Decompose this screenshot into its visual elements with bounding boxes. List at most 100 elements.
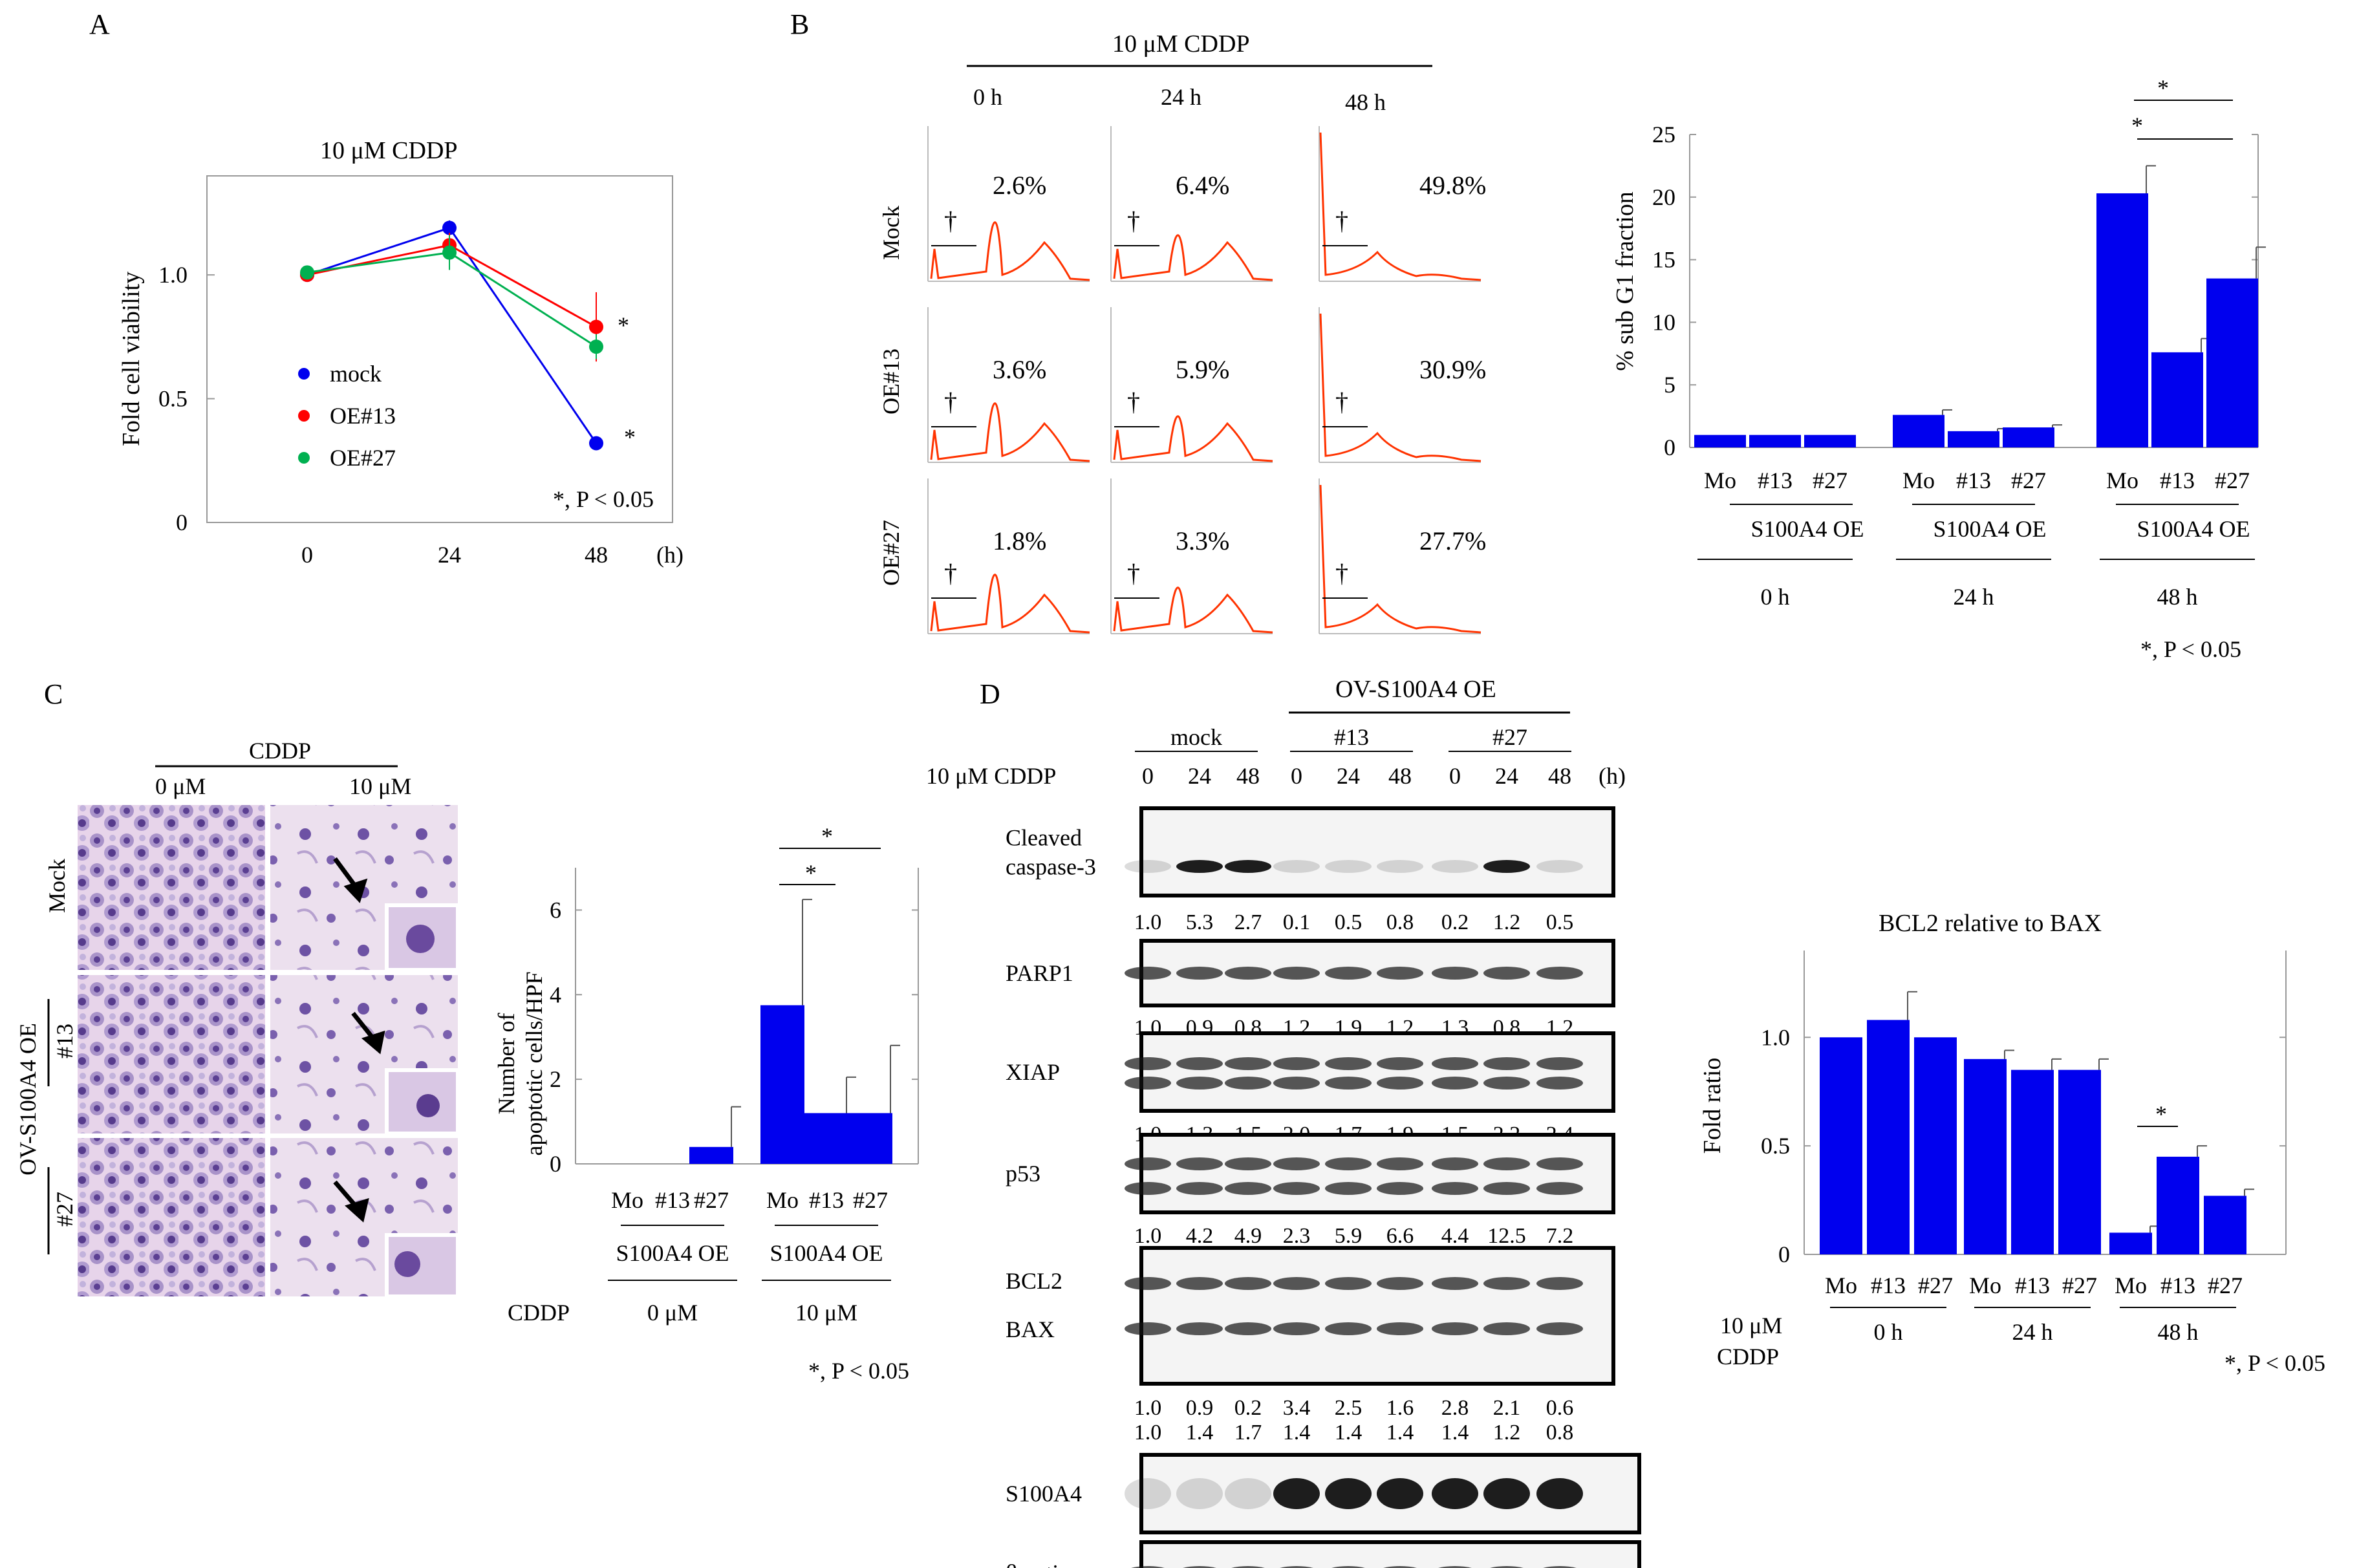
panel-a-yticks: 0 0.5 1.0	[158, 262, 215, 535]
panel-d-bar-ylabel: Fold ratio	[1699, 1058, 1726, 1154]
densitometry-value: 0.5	[1546, 910, 1574, 934]
blot-band	[1325, 1277, 1372, 1290]
blot-band	[1483, 1322, 1530, 1335]
bar	[1867, 1020, 1910, 1254]
blot-band	[1325, 1157, 1372, 1170]
x-category-label: Mo	[2106, 467, 2138, 493]
panel-d-sig-star: *	[2155, 1101, 2167, 1127]
densitometry-value: 4.9	[1234, 1224, 1262, 1248]
blot-band	[1273, 1478, 1320, 1509]
blot-frame	[1139, 806, 1615, 897]
blot-band	[1225, 1157, 1271, 1170]
subg1-percent: 27.7%	[1419, 526, 1486, 555]
panel-c-micrographs	[78, 805, 460, 1298]
blot-band	[1377, 967, 1423, 980]
panel-b-row-oe13: OE#13	[878, 349, 904, 414]
panel-d-bar-xlabels: Mo #13 #27 Mo #13 #27 Mo #13 #27	[1825, 1273, 2243, 1298]
lane-time: 24	[1495, 763, 1518, 789]
histogram-trace	[930, 221, 1090, 281]
legend-label: OE#27	[330, 445, 396, 471]
y-tick-label: 0	[1778, 1241, 1790, 1267]
subg1-percent: 2.6%	[993, 171, 1046, 200]
panel-a-xunit: (h)	[656, 542, 684, 568]
panel-d: D OV-S100A4 OE mock #13 #27 10 μM CDDP 0 24…	[926, 676, 2325, 1568]
blot-band	[1225, 1077, 1271, 1090]
bar	[2058, 1069, 2101, 1254]
arrow-icon	[351, 1011, 385, 1055]
histogram-trace	[1319, 484, 1481, 634]
panel-c-dose-0: 0 μM	[155, 773, 206, 799]
panel-c-bar-yticks: 0 2 4 6	[550, 897, 918, 1177]
blot-frame	[1139, 1540, 1641, 1568]
blot-band	[1273, 860, 1320, 873]
densitometry-value: 0.5	[1335, 910, 1363, 934]
group-time: 48 h	[2157, 584, 2198, 610]
blot-band	[1225, 967, 1271, 980]
panel-d-groups: mock #13 #27	[1135, 724, 1571, 752]
bar	[1948, 431, 1999, 447]
blot-band	[1432, 1478, 1478, 1509]
panel-d-bar-groups: 0 h 24 h 48 h	[1830, 1307, 2236, 1345]
legend-label: mock	[330, 361, 382, 387]
blot-band	[1125, 860, 1171, 873]
densitometry-value: 7.2	[1546, 1224, 1574, 1248]
blot-band	[1273, 1277, 1320, 1290]
bar	[1820, 1037, 1862, 1254]
panel-b-bar-yticks: 0 5 10 15 20 25	[1652, 122, 2258, 460]
densitometry-value: 2.8	[1441, 1396, 1469, 1420]
x-category-label: #27	[1813, 467, 1847, 493]
x-category-label: Mo	[766, 1187, 799, 1213]
x-tick-label: 24	[438, 542, 461, 568]
histogram-trace	[1319, 132, 1481, 281]
panel-c-bar-xlabels: Mo #13 #27 Mo #13 #27	[611, 1187, 888, 1213]
panel-c-row-oe: OV-S100A4 OE	[15, 1023, 41, 1176]
group-label: S100A4 OE	[2137, 516, 2250, 542]
bar	[2003, 427, 2054, 447]
panel-c-significance: *, P < 0.05	[808, 1358, 909, 1384]
x-category-label: #27	[853, 1187, 888, 1213]
blot-band	[1325, 967, 1372, 980]
blot-band	[1225, 860, 1271, 873]
panel-b-time-48: 48 h	[1345, 89, 1386, 115]
y-tick-label: 0	[550, 1151, 561, 1177]
blot-band	[1273, 1157, 1320, 1170]
blot-band	[1483, 1077, 1530, 1090]
densitometry-value: 1.2	[1493, 910, 1521, 934]
group-label: S100A4 OE	[616, 1240, 729, 1266]
blot-band	[1225, 1478, 1271, 1509]
densitometry-value: 0.8	[1386, 910, 1414, 934]
panel-d-bars	[1820, 991, 2254, 1254]
densitometry-value: 1.4	[1283, 1421, 1311, 1444]
data-point	[589, 436, 603, 451]
panel-b-bar-xlabels: Mo #13 #27 Mo #13 #27 Mo #13 #27	[1704, 467, 2250, 493]
densitometry-value: 1.0	[1134, 910, 1162, 934]
densitometry-value: 2.1	[1493, 1396, 1521, 1420]
lane-time: 0	[1449, 763, 1461, 789]
micrograph-mock-0	[78, 805, 265, 970]
blot-band	[1432, 1157, 1478, 1170]
blot-band	[1325, 1057, 1372, 1070]
blot-label: XIAP	[1006, 1059, 1060, 1085]
blot-band	[1125, 1057, 1171, 1070]
blot-band	[1383, 1566, 1417, 1568]
group-time: 24 h	[1954, 584, 1994, 610]
blot-band	[1325, 1322, 1372, 1335]
panel-b-time-0: 0 h	[973, 84, 1002, 110]
blot-label: β-actin	[1006, 1560, 1070, 1568]
blot-band	[1176, 1478, 1223, 1509]
histogram-trace	[930, 402, 1090, 462]
x-category-label: #13	[2160, 1273, 2195, 1298]
x-category-label: #13	[655, 1187, 690, 1213]
histogram-trace	[930, 574, 1090, 634]
panel-c-row-13: #13	[52, 1024, 78, 1058]
panel-d-letter: D	[980, 678, 1000, 710]
panel-c-bar-ylabel-2: apoptotic cells/HPF	[521, 972, 547, 1156]
blot-band	[1325, 860, 1372, 873]
panel-c: C CDDP 0 μM 10 μM Mock OV-S100A4 OE #13 …	[15, 678, 919, 1384]
blot-band	[1176, 1182, 1223, 1195]
subg1-percent: 1.8%	[993, 526, 1046, 555]
bar	[804, 1113, 848, 1164]
densitometry-value: 0.6	[1546, 1396, 1574, 1420]
data-point	[589, 319, 603, 334]
inset-mock	[385, 903, 460, 972]
